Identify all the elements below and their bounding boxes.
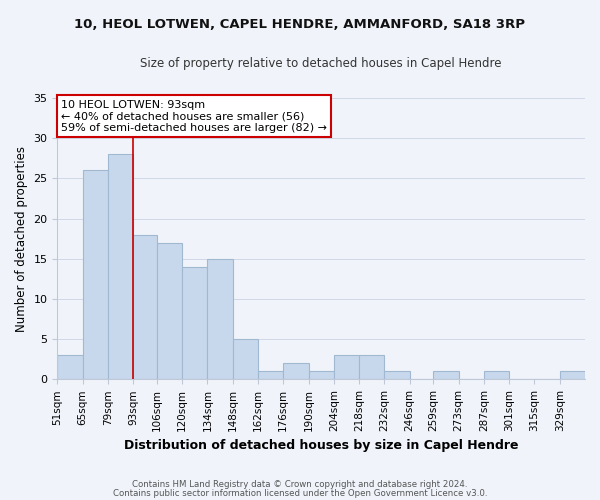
Bar bbox=[58, 355, 83, 380]
Text: 10 HEOL LOTWEN: 93sqm
← 40% of detached houses are smaller (56)
59% of semi-deta: 10 HEOL LOTWEN: 93sqm ← 40% of detached … bbox=[61, 100, 327, 133]
Title: Size of property relative to detached houses in Capel Hendre: Size of property relative to detached ho… bbox=[140, 58, 502, 70]
Bar bbox=[385, 372, 410, 380]
X-axis label: Distribution of detached houses by size in Capel Hendre: Distribution of detached houses by size … bbox=[124, 440, 518, 452]
Y-axis label: Number of detached properties: Number of detached properties bbox=[15, 146, 28, 332]
Text: Contains public sector information licensed under the Open Government Licence v3: Contains public sector information licen… bbox=[113, 488, 487, 498]
Bar bbox=[560, 372, 585, 380]
Text: 10, HEOL LOTWEN, CAPEL HENDRE, AMMANFORD, SA18 3RP: 10, HEOL LOTWEN, CAPEL HENDRE, AMMANFORD… bbox=[74, 18, 526, 30]
Bar bbox=[108, 154, 133, 380]
Bar bbox=[433, 372, 458, 380]
Bar bbox=[133, 234, 157, 380]
Bar bbox=[83, 170, 108, 380]
Bar bbox=[484, 372, 509, 380]
Bar bbox=[157, 242, 182, 380]
Bar bbox=[283, 363, 308, 380]
Bar bbox=[359, 355, 385, 380]
Bar bbox=[208, 259, 233, 380]
Bar bbox=[258, 372, 283, 380]
Bar bbox=[233, 339, 258, 380]
Bar bbox=[334, 355, 359, 380]
Bar bbox=[182, 267, 208, 380]
Bar bbox=[308, 372, 334, 380]
Text: Contains HM Land Registry data © Crown copyright and database right 2024.: Contains HM Land Registry data © Crown c… bbox=[132, 480, 468, 489]
